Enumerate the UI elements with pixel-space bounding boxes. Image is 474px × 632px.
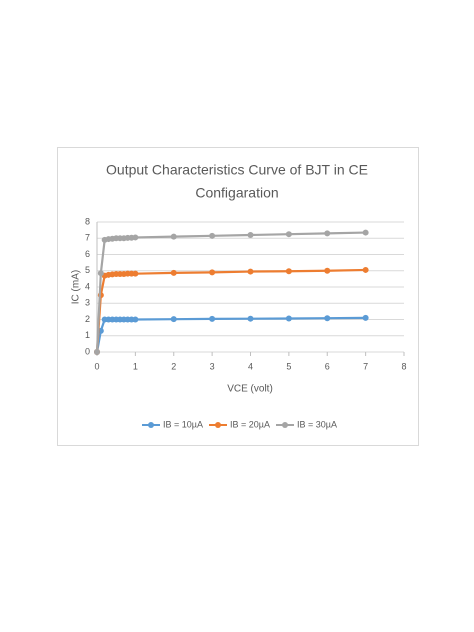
data-point [132, 316, 139, 323]
data-point [209, 269, 216, 276]
y-tick-label: 7 [85, 233, 90, 243]
data-point [324, 267, 331, 274]
chart-title: Configaration [195, 185, 278, 201]
data-point [324, 230, 331, 237]
x-tick-label: 5 [286, 361, 291, 371]
data-point [247, 232, 254, 238]
x-tick-label: 4 [248, 361, 253, 371]
y-tick-label: 6 [85, 249, 90, 259]
data-point [362, 266, 369, 273]
y-tick-label: 1 [85, 330, 90, 340]
y-tick-label: 0 [85, 346, 90, 356]
x-axis-title: VCE (volt) [227, 384, 273, 395]
legend-marker [148, 422, 154, 428]
x-tick-label: 2 [171, 361, 176, 371]
x-tick-label: 8 [401, 361, 406, 371]
y-axis-title: IC (mA) [71, 270, 82, 304]
data-point [132, 234, 139, 241]
data-point [170, 269, 177, 276]
chart-title: Output Characteristics Curve of BJT in C… [106, 162, 368, 178]
legend-label: IB = 20µA [230, 419, 270, 429]
legend-marker [215, 422, 221, 428]
chart-frame [57, 147, 419, 446]
x-tick-label: 1 [133, 361, 138, 371]
data-point [247, 268, 254, 275]
data-point [132, 270, 139, 277]
x-tick-label: 6 [325, 361, 330, 371]
data-point [97, 270, 104, 277]
data-point [285, 315, 292, 322]
x-tick-label: 0 [94, 361, 99, 371]
legend-label: IB = 30µA [297, 419, 337, 429]
data-point [362, 229, 369, 236]
data-point [209, 232, 216, 239]
legend-label: IB = 10µA [163, 419, 203, 429]
data-point [285, 268, 292, 275]
y-tick-label: 3 [85, 298, 90, 308]
y-tick-label: 5 [85, 265, 90, 275]
y-tick-label: 4 [85, 281, 90, 291]
data-point [285, 231, 292, 238]
data-point [362, 314, 369, 321]
y-tick-label: 8 [85, 216, 90, 226]
data-point [247, 315, 254, 322]
x-tick-label: 3 [210, 361, 215, 371]
legend-marker [282, 422, 288, 428]
x-tick-label: 7 [363, 361, 368, 371]
data-point [94, 349, 100, 355]
y-tick-label: 2 [85, 314, 90, 324]
data-point [170, 316, 177, 323]
data-point [209, 315, 216, 322]
data-point [324, 315, 331, 322]
data-point [170, 233, 177, 240]
